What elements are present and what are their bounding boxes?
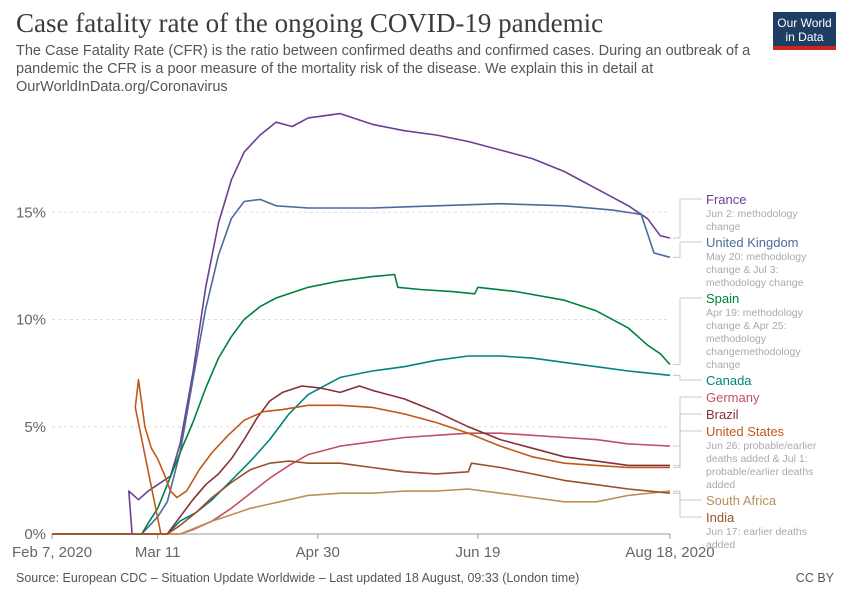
label-connector bbox=[673, 413, 702, 466]
y-tick-label: 5% bbox=[24, 419, 46, 436]
label-connector bbox=[673, 396, 702, 447]
y-tick-label: 10% bbox=[16, 312, 46, 329]
series-annotation: Jun 26: probable/earlier bbox=[706, 440, 817, 452]
x-tick-label: Aug 18, 2020 bbox=[625, 544, 714, 561]
license-link[interactable]: CC BY bbox=[795, 571, 834, 585]
series-annotation: Jun 17: earlier deaths bbox=[706, 526, 807, 538]
series-layer bbox=[52, 112, 671, 535]
axis-layer: 0% 5% 10% 15% Feb 7, 2020 Mar 11 Apr 30 Jun 19 A… bbox=[12, 204, 715, 561]
series-annotation: Jun 2: methodology bbox=[706, 208, 798, 220]
x-tick-label: Apr 30 bbox=[296, 544, 340, 561]
series-line-france[interactable] bbox=[52, 112, 671, 535]
series-line-south-africa[interactable] bbox=[52, 488, 671, 535]
source-note[interactable]: Source: European CDC – Situation Update … bbox=[16, 571, 580, 585]
series-line-india[interactable] bbox=[52, 460, 671, 535]
chart-title: Case fatality rate of the ongoing COVID-… bbox=[16, 8, 604, 38]
series-label-brazil[interactable]: Brazil bbox=[706, 407, 739, 422]
series-label-spain[interactable]: Spain bbox=[706, 291, 739, 306]
series-label-south-africa[interactable]: South Africa bbox=[706, 493, 777, 508]
series-line-spain[interactable] bbox=[52, 273, 671, 535]
logo-line-2: in Data bbox=[785, 30, 824, 44]
logo-line-1: Our World bbox=[777, 16, 832, 30]
series-annotation: methodology bbox=[706, 333, 767, 345]
series-label-india[interactable]: India bbox=[706, 510, 735, 525]
label-connector bbox=[673, 430, 702, 468]
series-annotation: methodology change bbox=[706, 277, 804, 289]
label-connector bbox=[673, 374, 702, 381]
label-connector bbox=[673, 297, 702, 365]
x-tick-label: Mar 11 bbox=[135, 544, 181, 561]
series-label-france[interactable]: France bbox=[706, 192, 746, 207]
owid-logo[interactable]: Our World in Data bbox=[773, 12, 836, 50]
x-tick-label: Feb 7, 2020 bbox=[12, 544, 92, 561]
series-annotation: added bbox=[706, 539, 735, 551]
series-line-united-kingdom[interactable] bbox=[52, 198, 671, 535]
y-tick-label: 0% bbox=[24, 526, 46, 543]
label-connector bbox=[673, 490, 702, 501]
label-connector bbox=[673, 241, 702, 258]
chart-subtitle: The Case Fatality Rate (CFR) is the rati… bbox=[16, 43, 751, 95]
series-annotation: added bbox=[706, 479, 735, 491]
series-line-canada[interactable] bbox=[52, 355, 671, 535]
series-line-germany[interactable] bbox=[52, 432, 671, 535]
series-annotation: changemethodology bbox=[706, 346, 801, 358]
series-label-germany[interactable]: Germany bbox=[706, 390, 760, 405]
series-line-brazil[interactable] bbox=[52, 385, 670, 535]
series-annotation: deaths added & Jul 1: bbox=[706, 453, 808, 465]
series-annotation: change & Apr 25: bbox=[706, 320, 787, 332]
series-label-canada[interactable]: Canada bbox=[706, 373, 752, 388]
series-label-united-kingdom[interactable]: United Kingdom bbox=[706, 235, 799, 250]
series-annotation: change bbox=[706, 359, 741, 371]
x-tick-label: Jun 19 bbox=[455, 544, 500, 561]
series-annotation: May 20: methodology bbox=[706, 251, 807, 263]
series-annotation: probable/earlier deaths bbox=[706, 466, 813, 478]
y-tick-label: 15% bbox=[16, 204, 46, 221]
series-annotation: change & Jul 3: bbox=[706, 264, 778, 276]
series-label-united-states[interactable]: United States bbox=[706, 424, 785, 439]
series-line-united-states[interactable] bbox=[52, 378, 670, 535]
series-annotation: Apr 19: methodology bbox=[706, 307, 804, 319]
series-annotation: change bbox=[706, 221, 741, 233]
label-connector bbox=[673, 492, 702, 518]
label-connector bbox=[673, 198, 702, 239]
